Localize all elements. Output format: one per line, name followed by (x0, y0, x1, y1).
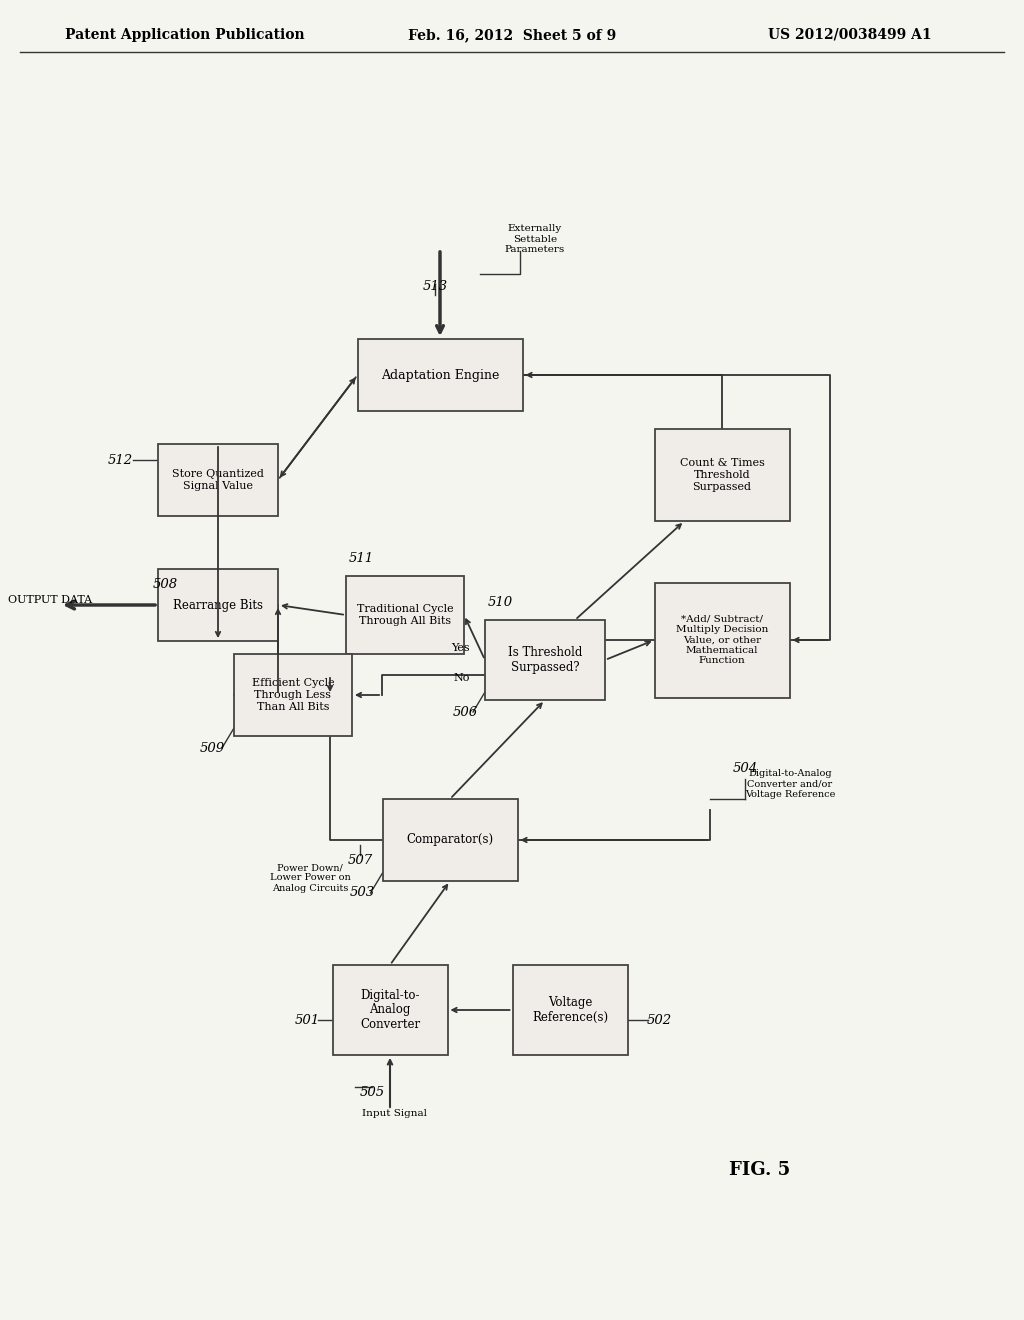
Text: 508: 508 (153, 578, 177, 591)
Text: Digital-to-
Analog
Converter: Digital-to- Analog Converter (360, 989, 420, 1031)
Text: OUTPUT DATA: OUTPUT DATA (8, 595, 92, 605)
Text: 506: 506 (453, 705, 477, 718)
Bar (485, 620, 605, 700)
Text: Voltage
Reference(s): Voltage Reference(s) (531, 997, 608, 1024)
Text: No: No (454, 673, 470, 682)
Text: Yes: Yes (452, 643, 470, 653)
Bar (357, 339, 522, 411)
Text: US 2012/0038499 A1: US 2012/0038499 A1 (768, 28, 932, 42)
Text: Efficient Cycle
Through Less
Than All Bits: Efficient Cycle Through Less Than All Bi… (252, 678, 334, 711)
Text: Store Quantized
Signal Value: Store Quantized Signal Value (172, 469, 264, 491)
Text: 511: 511 (348, 552, 374, 565)
Bar (158, 444, 278, 516)
Text: 503: 503 (350, 887, 375, 899)
Text: Rearrange Bits: Rearrange Bits (173, 598, 263, 611)
Bar (512, 965, 628, 1055)
Text: Adaptation Engine: Adaptation Engine (381, 368, 499, 381)
Text: Traditional Cycle
Through All Bits: Traditional Cycle Through All Bits (356, 605, 454, 626)
Text: 507: 507 (347, 854, 373, 866)
Text: Digital-to-Analog
Converter and/or
Voltage Reference: Digital-to-Analog Converter and/or Volta… (744, 770, 836, 799)
Bar (346, 576, 464, 653)
Text: 504: 504 (732, 763, 758, 776)
Text: Feb. 16, 2012  Sheet 5 of 9: Feb. 16, 2012 Sheet 5 of 9 (408, 28, 616, 42)
Text: Count & Times
Threshold
Surpassed: Count & Times Threshold Surpassed (680, 458, 765, 491)
Text: 510: 510 (487, 595, 513, 609)
Text: Comparator(s): Comparator(s) (407, 833, 494, 846)
Text: Patent Application Publication: Patent Application Publication (66, 28, 305, 42)
Text: Input Signal: Input Signal (362, 1109, 427, 1118)
Text: 512: 512 (108, 454, 132, 466)
Text: Power Down/
Lower Power on
Analog Circuits: Power Down/ Lower Power on Analog Circui… (269, 863, 350, 892)
Text: 513: 513 (423, 281, 447, 293)
Bar (654, 582, 790, 697)
Text: 501: 501 (295, 1014, 321, 1027)
Text: FIG. 5: FIG. 5 (729, 1162, 791, 1179)
Text: *Add/ Subtract/
Multiply Decision
Value, or other
Mathematical
Function: *Add/ Subtract/ Multiply Decision Value,… (676, 615, 768, 665)
Text: Externally
Settable
Parameters: Externally Settable Parameters (505, 224, 565, 253)
Bar (158, 569, 278, 642)
Bar (333, 965, 447, 1055)
Bar (383, 799, 517, 880)
Text: Is Threshold
Surpassed?: Is Threshold Surpassed? (508, 645, 583, 675)
Bar (234, 653, 352, 737)
Bar (654, 429, 790, 521)
Text: 502: 502 (647, 1014, 672, 1027)
Text: 505: 505 (359, 1086, 385, 1100)
Text: 509: 509 (200, 742, 224, 755)
